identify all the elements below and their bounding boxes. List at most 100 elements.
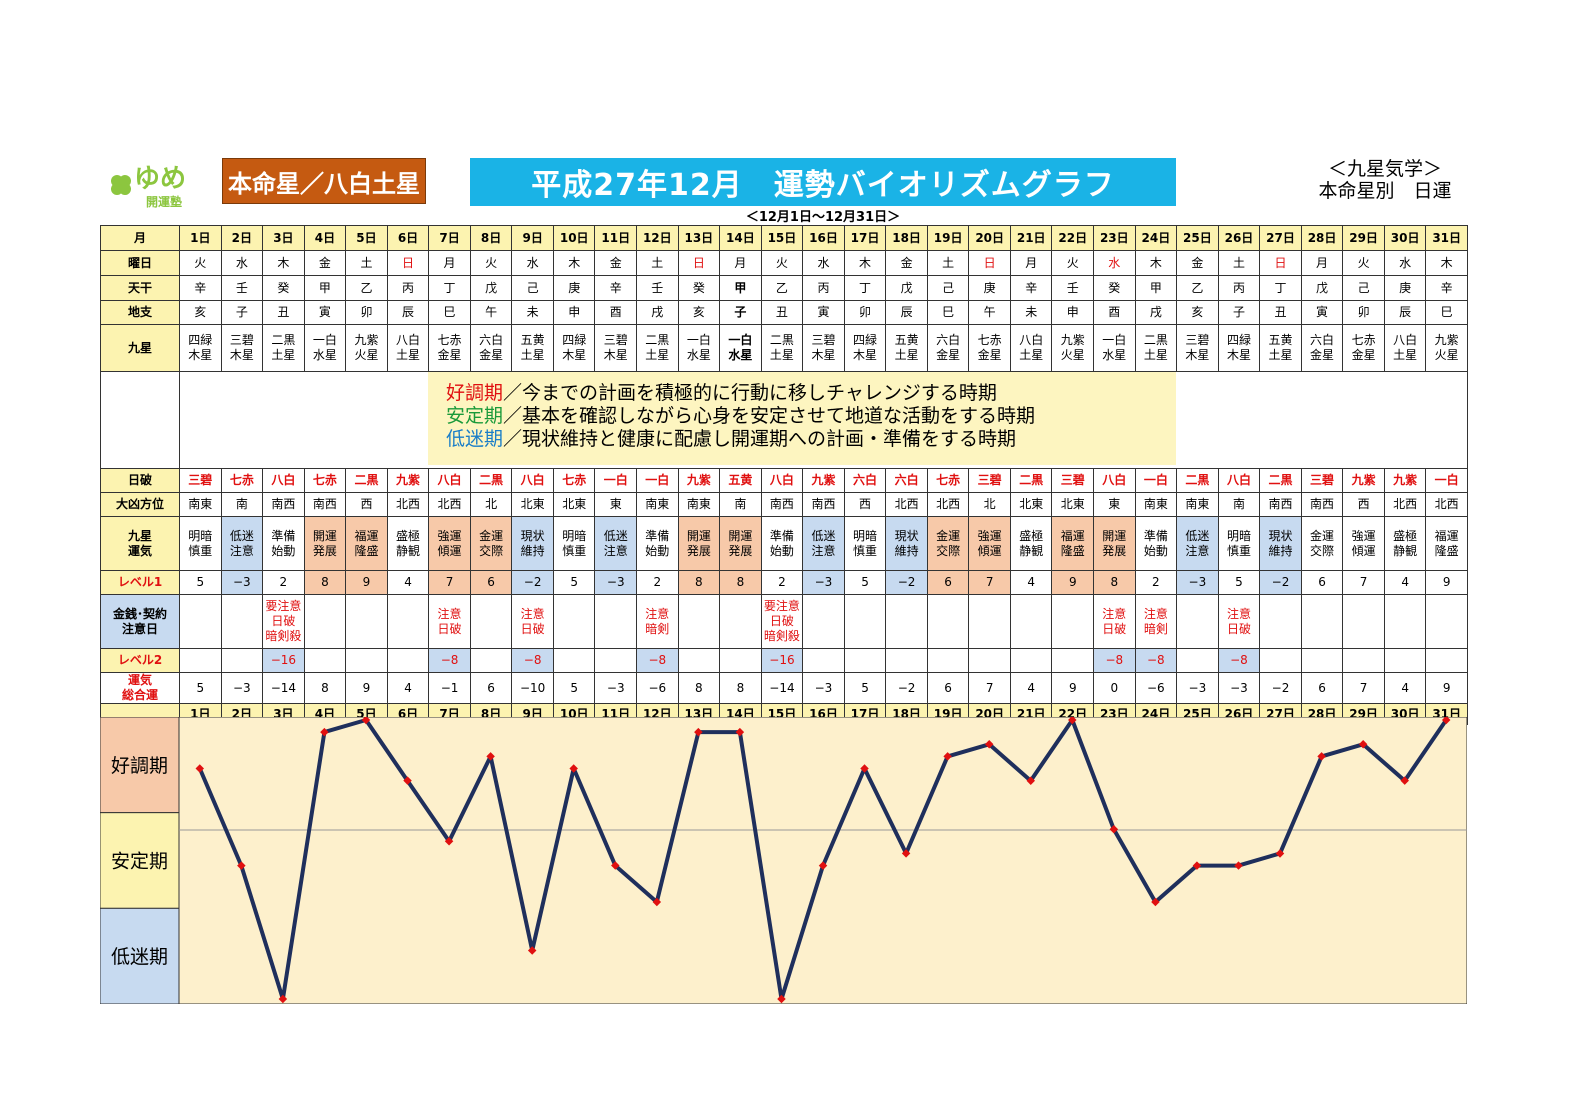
- level2-cell: [1009, 648, 1053, 673]
- kyusei-cell: 一白 水星: [303, 324, 347, 372]
- tenkan-cell: 甲: [1134, 275, 1178, 301]
- kinsen-cell: [1342, 594, 1385, 649]
- daikyo-cell: 西: [1342, 492, 1385, 517]
- daikyo-cell: 南西: [1300, 492, 1344, 517]
- unki-cell: 低迷 注意: [220, 516, 264, 571]
- days-cell: 8日: [469, 225, 513, 251]
- chishi-cell: 丑: [1259, 300, 1302, 325]
- sogo-cell: −3: [1176, 672, 1219, 704]
- level2-cell: −8: [1217, 648, 1261, 673]
- kinsen-cell: [1383, 594, 1427, 649]
- days-cell: 24日: [1134, 225, 1178, 251]
- level1-cell: −2: [885, 570, 928, 595]
- sogo-cell: 6: [926, 672, 970, 704]
- tenkan-cell: 己: [1342, 275, 1385, 301]
- level2-cell: [926, 648, 970, 673]
- clover-icon: [111, 175, 131, 195]
- daikyo-cell: 北東: [1051, 492, 1095, 517]
- level1-cell: −2: [511, 570, 554, 595]
- days-cell: 15日: [760, 225, 804, 251]
- level2-cell: [345, 648, 388, 673]
- level2-cell: [885, 648, 928, 673]
- level1-cell: 2: [636, 570, 679, 595]
- weekday-cell: 水: [1383, 250, 1427, 276]
- kyusei-cell: 三碧 木星: [220, 324, 264, 372]
- weekday-cell: 月: [1009, 250, 1053, 276]
- data-point-18: [901, 849, 911, 858]
- kyusei-cell: 九紫 火星: [1051, 324, 1095, 372]
- chishi-cell: 辰: [386, 300, 430, 325]
- weekday-cell: 日: [386, 250, 430, 276]
- days-cell: 19日: [926, 225, 970, 251]
- kyusei-cell: 一白 水星: [719, 324, 762, 372]
- unki-cell: 盛極 静観: [1009, 516, 1053, 571]
- weekday-cell: 木: [552, 250, 596, 276]
- nichiha-cell: 三碧: [179, 468, 222, 493]
- weekday-cell: 金: [1176, 250, 1219, 276]
- band-label: 安定期: [111, 851, 168, 873]
- kinsen-cell: 注意 日破: [428, 594, 471, 649]
- unki-cell: 低迷 注意: [1176, 516, 1219, 571]
- row-label-kyusei: 九星: [100, 324, 180, 372]
- legend-box: 好調期／今までの計画を積極的に行動に移しチャレンジする時期 安定期／基本を確認し…: [428, 372, 1176, 465]
- row-label-level2: レベル2: [100, 648, 180, 673]
- chishi-cell: 酉: [1093, 300, 1136, 325]
- row-label-chishi: 地支: [100, 300, 180, 325]
- kinsen-cell: [1425, 594, 1468, 649]
- kyusei-cell: 四緑 木星: [552, 324, 596, 372]
- weekday-cell: 土: [636, 250, 679, 276]
- tenkan-cell: 癸: [1093, 275, 1136, 301]
- days-cell: 11日: [594, 225, 638, 251]
- unki-cell: 準備 始動: [1134, 516, 1178, 571]
- level2-cell: [1342, 648, 1385, 673]
- kinsen-cell: [469, 594, 513, 649]
- data-point-4: [320, 727, 329, 737]
- level1-cell: 5: [179, 570, 222, 595]
- unki-cell: 明暗 慎重: [843, 516, 887, 571]
- nichiha-cell: 二黒: [1259, 468, 1302, 493]
- kinsen-cell: [926, 594, 970, 649]
- sogo-cell: −3: [802, 672, 845, 704]
- tenkan-cell: 辛: [1425, 275, 1468, 301]
- daikyo-cell: 北西: [926, 492, 970, 517]
- kyusei-cell: 七赤 金星: [968, 324, 1011, 372]
- level2-cell: −8: [1134, 648, 1178, 673]
- data-point-7: [444, 837, 454, 846]
- kyusei-cell: 一白 水星: [1093, 324, 1136, 372]
- daikyo-cell: 南西: [303, 492, 347, 517]
- kinsen-cell: 注意 日破: [511, 594, 554, 649]
- unki-cell: 開運 発展: [303, 516, 347, 571]
- daikyo-cell: 北西: [386, 492, 430, 517]
- daikyo-cell: 東: [594, 492, 638, 517]
- chishi-cell: 戌: [636, 300, 679, 325]
- kyusei-cell: 二黒 土星: [262, 324, 305, 372]
- unki-cell: 強運 傾運: [968, 516, 1011, 571]
- nichiha-cell: 九紫: [802, 468, 845, 493]
- kinsen-cell: 要注意 日破 暗剣殺: [760, 594, 804, 649]
- tenkan-cell: 丙: [1217, 275, 1261, 301]
- days-cell: 5日: [345, 225, 388, 251]
- chishi-cell: 巳: [926, 300, 970, 325]
- sogo-cell: 9: [1051, 672, 1095, 704]
- nichiha-cell: 九紫: [386, 468, 430, 493]
- chishi-cell: 亥: [677, 300, 721, 325]
- unki-cell: 強運 傾運: [428, 516, 471, 571]
- unki-cell: 福運 隆盛: [1425, 516, 1468, 571]
- level2-cell: −16: [760, 648, 804, 673]
- level1-cell: 7: [968, 570, 1011, 595]
- level1-cell: −2: [1259, 570, 1302, 595]
- unki-cell: 準備 始動: [262, 516, 305, 571]
- unki-cell: 金運 交際: [469, 516, 513, 571]
- nichiha-cell: 六白: [885, 468, 928, 493]
- weekday-cell: 木: [1425, 250, 1468, 276]
- level1-cell: 8: [303, 570, 347, 595]
- legend-good-text: ／今までの計画を積極的に行動に移しチャレンジする時期: [503, 382, 997, 404]
- daikyo-cell: 南東: [1176, 492, 1219, 517]
- days-cell: 7日: [428, 225, 471, 251]
- kyusei-cell: 六白 金星: [469, 324, 513, 372]
- nichiha-cell: 九紫: [1342, 468, 1385, 493]
- sogo-cell: 5: [552, 672, 596, 704]
- level1-cell: −3: [594, 570, 638, 595]
- data-point-22: [1068, 717, 1077, 725]
- chishi-cell: 戌: [1134, 300, 1178, 325]
